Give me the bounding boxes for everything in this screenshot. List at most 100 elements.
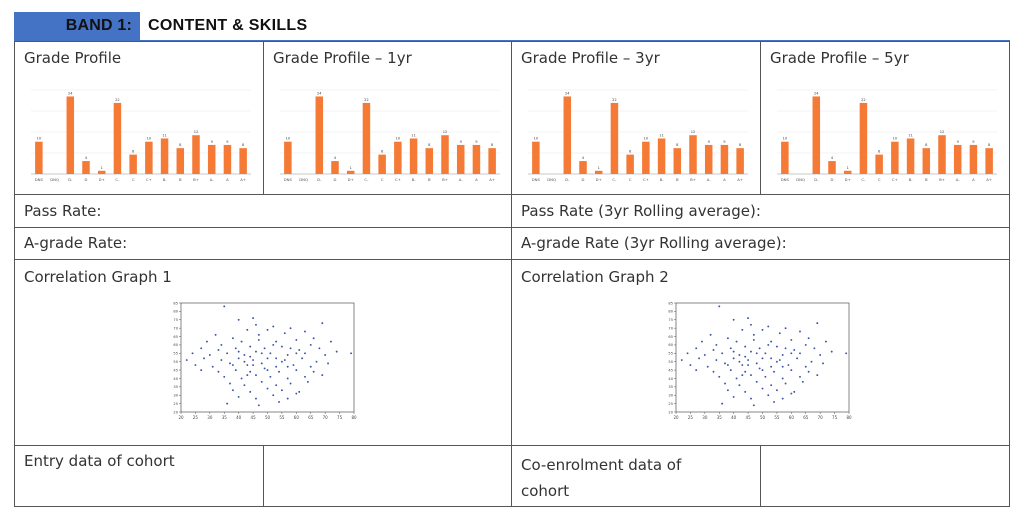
scatter-point — [680, 359, 683, 361]
correlation-graph-2-label: Correlation Graph 2 — [521, 268, 669, 286]
x-tick-label-45: 45 — [746, 415, 752, 420]
scatter-point — [240, 340, 243, 343]
scatter-point — [735, 340, 738, 343]
scatter-point — [793, 349, 796, 351]
scatter-point — [775, 360, 778, 363]
scatter-point — [312, 370, 315, 373]
a-grade-rate-label: A-grade Rate: — [24, 234, 128, 252]
data-label-D+: 1 — [101, 166, 103, 170]
coenrolment-data-label-cell: Co-enrolment data of cohort — [511, 445, 761, 507]
scatter-point — [721, 352, 724, 355]
data-label-C: 6 — [629, 150, 632, 154]
tick-label-A+: A+ — [489, 177, 495, 182]
band-label: BAND 1: — [14, 12, 140, 40]
bar-D- — [66, 96, 75, 174]
band-header: BAND 1: CONTENT & SKILLS — [14, 12, 307, 40]
scatter-point — [799, 352, 801, 355]
scatter-point — [217, 370, 220, 373]
scatter-point — [724, 362, 726, 365]
scatter-point — [706, 365, 709, 368]
scatter-point — [289, 347, 292, 350]
bar-A+ — [488, 148, 496, 174]
y-tick-label-85: 85 — [668, 301, 673, 305]
scatter-point — [744, 370, 747, 373]
scatter-point — [790, 392, 793, 395]
tick-label-B-: B- — [660, 177, 665, 182]
grade-profile-3yr-label: Grade Profile – 3yr — [521, 49, 660, 67]
scatter-point — [784, 382, 787, 385]
tick-label-B-: B- — [163, 177, 168, 182]
x-tick-label-40: 40 — [236, 415, 242, 420]
scatter-point — [695, 369, 698, 372]
scatter-point — [226, 352, 229, 355]
x-tick-label-25: 25 — [193, 415, 199, 420]
bar-DNS — [532, 141, 540, 174]
y-tick-label-50: 50 — [668, 360, 673, 364]
scatter-point — [298, 349, 301, 351]
scatter-point — [784, 327, 787, 330]
y-tick-label-45: 45 — [668, 368, 673, 372]
scatter-point — [260, 380, 263, 383]
tick-label-A: A — [723, 177, 726, 182]
x-tick-label-75: 75 — [337, 415, 343, 420]
scatter-point — [272, 343, 275, 346]
scatter-point — [738, 360, 741, 363]
scatter-point — [767, 343, 770, 346]
scatter-point — [289, 327, 292, 330]
scatter-point — [185, 359, 188, 361]
bar-A — [720, 144, 729, 174]
entry-data-value-cell[interactable] — [263, 445, 512, 507]
scatter-point — [286, 377, 289, 380]
scatter-point — [732, 350, 735, 353]
pass-rate-cell: Pass Rate: — [14, 194, 512, 228]
scatter-point — [266, 387, 269, 390]
bar-D+ — [843, 170, 852, 174]
scatter-point — [243, 354, 246, 356]
scatter-point — [761, 357, 764, 360]
tick-label-B: B — [676, 177, 679, 182]
data-label-A-: 9 — [460, 140, 463, 144]
y-tick-label-30: 30 — [173, 394, 178, 398]
scatter-point — [263, 367, 266, 370]
bar-A — [472, 144, 481, 174]
scatter-point — [770, 384, 773, 387]
scatter-point — [272, 325, 275, 328]
data-label-C: 6 — [381, 150, 384, 154]
scatter-point — [269, 352, 272, 355]
scatter-point — [773, 370, 775, 373]
scatter-point — [217, 349, 220, 351]
scatter-point — [758, 347, 761, 350]
scatter-point — [280, 389, 283, 392]
scatter-point — [243, 384, 246, 387]
scatter-point — [309, 365, 312, 368]
y-tick-label-55: 55 — [668, 352, 673, 356]
tick-label-C: C — [381, 177, 384, 182]
bar-C+ — [891, 141, 899, 174]
scatter-point — [234, 369, 237, 372]
coenrolment-data-value-cell[interactable] — [760, 445, 1010, 507]
scatter-point — [255, 323, 257, 326]
scatter-point — [304, 330, 306, 333]
scatter-point — [252, 364, 255, 366]
scatter-point — [266, 357, 269, 360]
scatter-point — [686, 352, 689, 355]
tick-label-A: A — [226, 177, 229, 182]
y-tick-label-40: 40 — [668, 377, 673, 381]
bar-D+ — [346, 170, 355, 174]
y-tick-label-75: 75 — [668, 318, 673, 322]
grade-profile-1yr-cell: Grade Profile – 1yr 10 DNS DNQ 24 D- 4 D 1 D+ 22 C… — [263, 41, 512, 195]
correlation-graph-1-cell: Correlation Graph 1 20 25 30 35 40 45 50 55 60 65… — [14, 259, 512, 446]
bar-A+ — [736, 148, 744, 174]
bar-C- — [610, 102, 619, 174]
tick-label-A+: A+ — [240, 177, 246, 182]
scatter-point — [306, 380, 309, 383]
scatter-point — [231, 337, 234, 340]
tick-label-D: D — [831, 177, 834, 182]
x-tick-label-40: 40 — [731, 415, 737, 420]
data-label-C+: 10 — [396, 137, 401, 141]
scatter-point — [793, 390, 796, 393]
data-label-C: 6 — [132, 150, 135, 154]
data-label-B-: 11 — [659, 133, 664, 137]
tick-label-A-: A- — [210, 177, 215, 182]
scatter-point — [304, 352, 306, 355]
